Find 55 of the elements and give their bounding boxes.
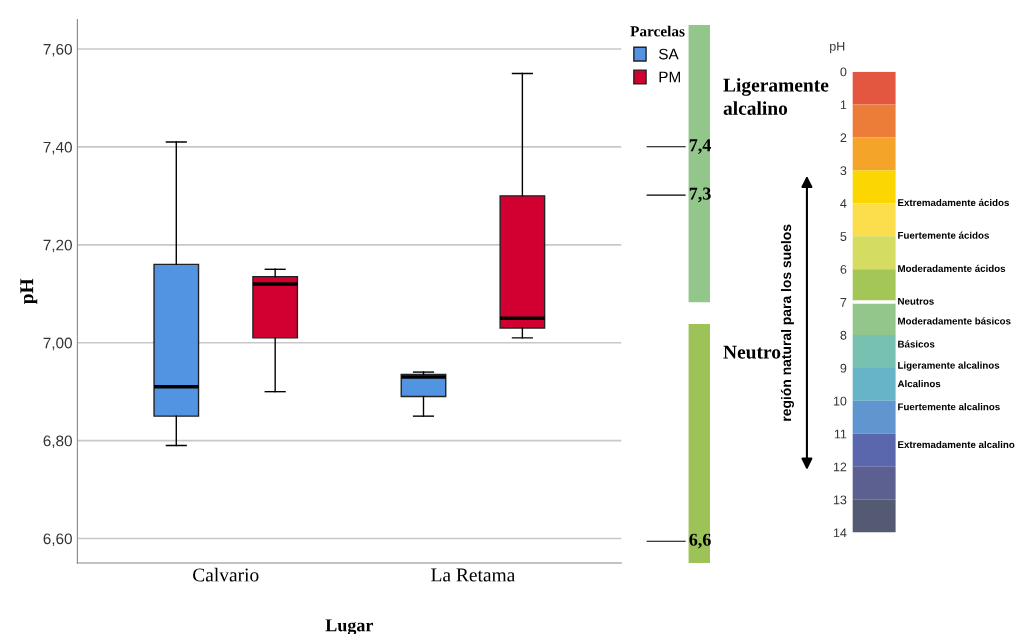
bar xyxy=(852,203,896,237)
text: Neutro xyxy=(723,345,781,359)
y-tick-label: 1 xyxy=(840,100,847,110)
text: Moderadamente ácidos xyxy=(898,264,1006,272)
y-tick-label: 10 xyxy=(833,396,847,406)
bar xyxy=(852,400,896,434)
y-tick-label: 6 xyxy=(840,264,847,274)
y-tick-label: 7,20 xyxy=(43,239,72,253)
y-tick-label: 6,60 xyxy=(43,533,72,547)
bar xyxy=(852,335,896,368)
y-tick-label: 13 xyxy=(833,495,847,505)
legend-label: PM xyxy=(659,71,680,83)
text: Básicos xyxy=(898,340,935,348)
y-tick-label: 7,00 xyxy=(43,337,72,351)
text: Ligeramente alcalino xyxy=(723,78,829,115)
text: Neutros xyxy=(898,297,934,305)
x-tick-label: La Retama xyxy=(431,568,516,582)
bar xyxy=(852,170,896,204)
bar xyxy=(852,367,896,401)
y-tick-label: 9 xyxy=(840,363,847,373)
y-tick-label: 7,60 xyxy=(43,43,72,57)
text: región natural para los suelos xyxy=(780,224,794,421)
text: Extremadamente ácidos xyxy=(898,198,1009,207)
y-axis-title: pH xyxy=(20,278,38,305)
text: Extremadamente alcalino xyxy=(898,440,1015,449)
text: Fuertemente alcalinos xyxy=(898,403,1000,411)
text: Ligeramente alcalinos xyxy=(898,361,1000,371)
bar xyxy=(852,466,896,500)
bar xyxy=(852,433,896,467)
y-tick-label: 5 xyxy=(840,232,847,241)
y-tick-label: 4 xyxy=(840,199,847,208)
y-tick-label: 7,40 xyxy=(43,141,72,155)
legend-label: SA xyxy=(658,48,679,60)
y-tick-label: 12 xyxy=(833,462,847,472)
text: Fuertemente ácidos xyxy=(898,231,989,239)
y-tick-label: 11 xyxy=(834,429,847,439)
y-tick-label: 3 xyxy=(840,166,847,176)
y-tick-label: 14 xyxy=(833,528,847,538)
x-tick-label: Calvario xyxy=(193,567,259,582)
bar xyxy=(852,269,896,303)
bar xyxy=(852,499,896,533)
text: Alcalinos xyxy=(897,380,941,388)
y-tick-label: 8 xyxy=(840,330,847,340)
bar xyxy=(852,302,896,336)
text: Moderadamente básicos xyxy=(898,317,1011,325)
bar xyxy=(852,71,896,105)
chart-title: pH xyxy=(830,42,845,54)
y-tick-label: 0 xyxy=(840,67,847,77)
y-tick-label: 2 xyxy=(840,133,847,143)
y-tick-label: 7 xyxy=(840,298,847,307)
bar xyxy=(852,137,896,171)
bar xyxy=(852,104,896,138)
legend-title: Parcelas xyxy=(630,25,685,37)
y-tick-label: 6,80 xyxy=(43,435,72,449)
bar xyxy=(852,236,896,270)
